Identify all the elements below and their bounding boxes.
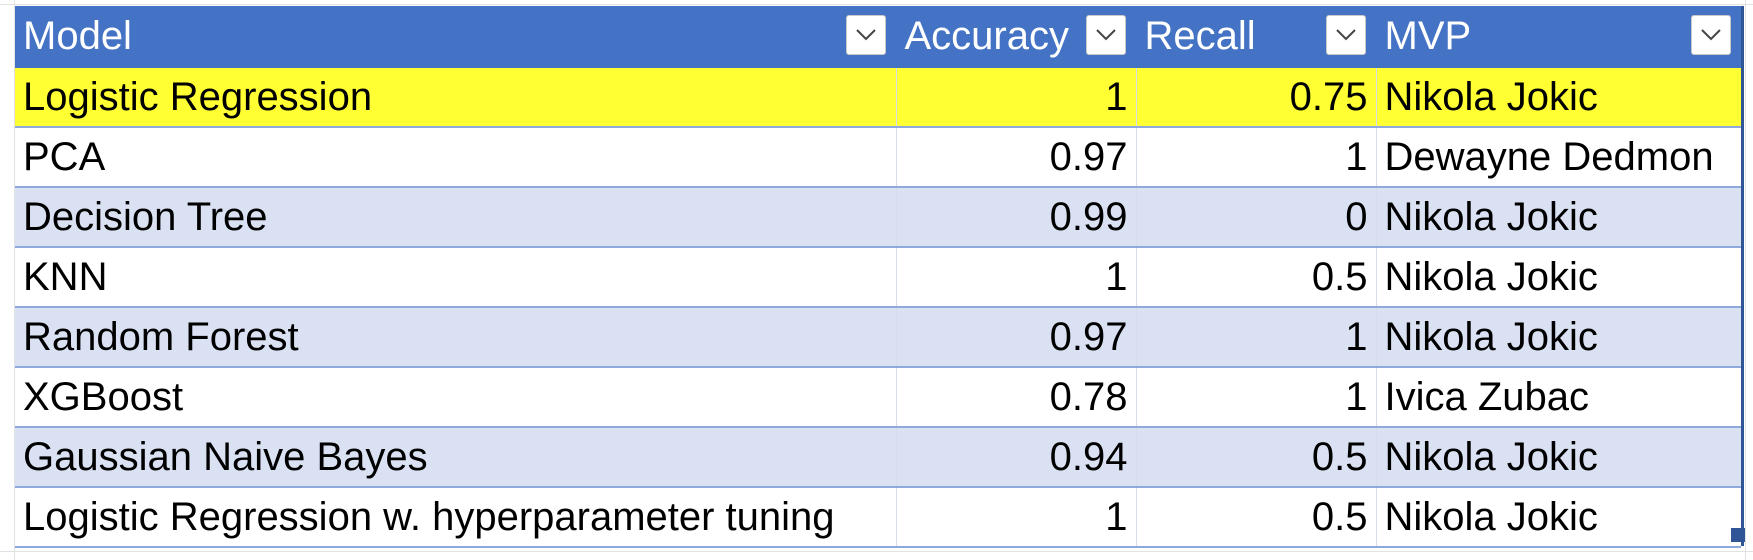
chevron-down-icon	[1335, 29, 1356, 41]
table-right-border	[1741, 6, 1744, 546]
filter-dropdown-button[interactable]	[1691, 15, 1731, 55]
cell-accuracy[interactable]: 0.97	[896, 127, 1137, 188]
gridline	[1745, 0, 1746, 560]
table-row: Gaussian Naive Bayes 0.94 0.5 Nikola Jok…	[15, 427, 1741, 488]
cell-mvp[interactable]: Nikola Jokic	[1376, 307, 1741, 368]
cell-accuracy[interactable]: 0.94	[896, 427, 1137, 488]
filter-dropdown-button[interactable]	[1085, 15, 1126, 55]
cell-mvp[interactable]: Dewayne Dedmon	[1376, 127, 1741, 188]
chevron-down-icon	[1701, 29, 1721, 41]
column-header-label: MVP	[1384, 14, 1472, 58]
table-resize-handle[interactable]	[1731, 528, 1745, 542]
column-header-label: Recall	[1144, 14, 1256, 58]
cell-model[interactable]: XGBoost	[15, 367, 897, 428]
cell-mvp[interactable]: Nikola Jokic	[1376, 427, 1741, 488]
table-row: Random Forest 0.97 1 Nikola Jokic	[15, 307, 1741, 368]
column-header-label: Model	[23, 14, 132, 58]
cell-recall[interactable]: 0.5	[1136, 427, 1377, 488]
header-row: Model Accuracy Recall	[15, 6, 1741, 68]
cell-accuracy[interactable]: 1	[896, 487, 1137, 548]
cell-recall[interactable]: 0.5	[1136, 487, 1377, 548]
filter-dropdown-button[interactable]	[845, 15, 886, 55]
cell-mvp[interactable]: Nikola Jokic	[1376, 67, 1741, 128]
cell-mvp[interactable]: Ivica Zubac	[1376, 367, 1741, 428]
table-row: Logistic Regression 1 0.75 Nikola Jokic	[15, 67, 1741, 128]
cell-accuracy[interactable]: 0.78	[896, 367, 1137, 428]
cell-mvp[interactable]: Nikola Jokic	[1376, 247, 1741, 308]
cell-model[interactable]: PCA	[15, 127, 897, 188]
chevron-down-icon	[1095, 29, 1116, 41]
cell-recall[interactable]: 0.75	[1136, 67, 1377, 128]
column-header-label: Accuracy	[904, 14, 1070, 58]
cell-recall[interactable]: 1	[1136, 367, 1377, 428]
cell-model[interactable]: Gaussian Naive Bayes	[15, 427, 897, 488]
cell-model[interactable]: Logistic Regression w. hyperparameter tu…	[15, 487, 897, 548]
cell-recall[interactable]: 0.5	[1136, 247, 1377, 308]
table-row: XGBoost 0.78 1 Ivica Zubac	[15, 367, 1741, 428]
cell-recall[interactable]: 1	[1136, 307, 1377, 368]
cell-accuracy[interactable]: 0.99	[896, 187, 1137, 248]
filter-dropdown-button[interactable]	[1325, 15, 1366, 55]
model-results-table: Model Accuracy Recall	[15, 6, 1741, 548]
cell-model[interactable]: KNN	[15, 247, 897, 308]
table-row: PCA 0.97 1 Dewayne Dedmon	[15, 127, 1741, 188]
cell-recall[interactable]: 0	[1136, 187, 1377, 248]
cell-recall[interactable]: 1	[1136, 127, 1377, 188]
cell-accuracy[interactable]: 1	[896, 67, 1137, 128]
cell-accuracy[interactable]: 0.97	[896, 307, 1137, 368]
table-row: Decision Tree 0.99 0 Nikola Jokic	[15, 187, 1741, 248]
chevron-down-icon	[855, 29, 876, 41]
cell-model[interactable]: Logistic Regression	[15, 67, 897, 128]
column-header-model[interactable]: Model	[15, 6, 897, 68]
cell-mvp[interactable]: Nikola Jokic	[1376, 187, 1741, 248]
cell-mvp[interactable]: Nikola Jokic	[1376, 487, 1741, 548]
table-row: KNN 1 0.5 Nikola Jokic	[15, 247, 1741, 308]
cell-accuracy[interactable]: 1	[896, 247, 1137, 308]
cell-model[interactable]: Random Forest	[15, 307, 897, 368]
column-header-mvp[interactable]: MVP	[1376, 6, 1741, 68]
gridline	[14, 0, 15, 560]
cell-model[interactable]: Decision Tree	[15, 187, 897, 248]
gridline	[0, 551, 1753, 552]
column-header-recall[interactable]: Recall	[1136, 6, 1377, 68]
column-header-accuracy[interactable]: Accuracy	[896, 6, 1137, 68]
table-row: Logistic Regression w. hyperparameter tu…	[15, 487, 1741, 548]
gridline	[0, 4, 1753, 5]
